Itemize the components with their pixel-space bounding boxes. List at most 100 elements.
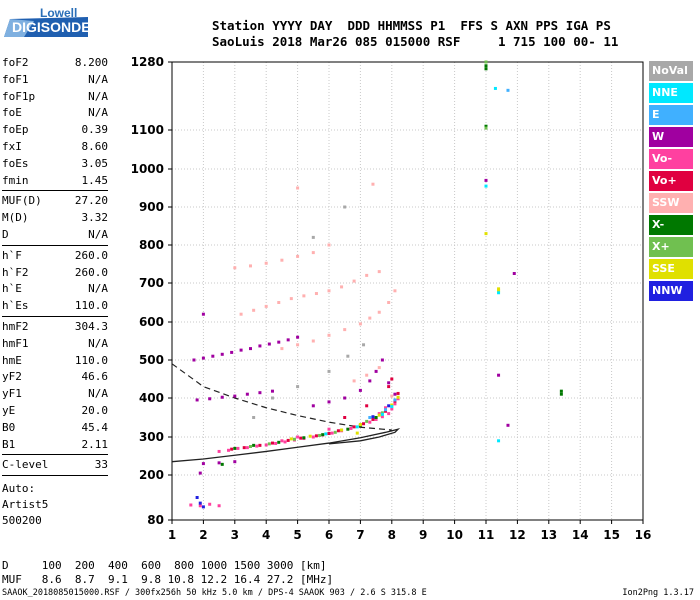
param-value: N/A xyxy=(88,227,108,241)
data-point xyxy=(374,417,378,421)
data-point xyxy=(374,416,378,419)
data-point xyxy=(327,400,331,404)
legend-item-x: X+ xyxy=(649,237,693,257)
param-value: 260.0 xyxy=(74,265,108,279)
data-point xyxy=(497,439,501,443)
data-point xyxy=(296,343,300,347)
y-tick-label: 400 xyxy=(139,391,164,405)
data-point xyxy=(277,440,281,444)
x-tick-label: 3 xyxy=(231,528,239,542)
x-tick-label: 14 xyxy=(572,528,589,542)
data-point xyxy=(390,377,394,381)
data-point xyxy=(358,423,362,427)
data-point xyxy=(377,412,381,416)
param-row: B1 2.11 xyxy=(2,437,108,454)
data-point xyxy=(249,445,252,448)
param-value: N/A xyxy=(88,387,108,401)
param-separator xyxy=(2,244,108,246)
logo-ribbon xyxy=(4,17,88,37)
legend-item-ssw: SSW xyxy=(649,193,693,213)
x-tick-label: 7 xyxy=(356,528,364,542)
data-point xyxy=(343,416,347,419)
data-point xyxy=(283,440,287,444)
file-info-line: SAAOK_2018085015000.RSF / 300fx256h 50 k… xyxy=(2,588,427,598)
param-row: foF2 8.200 xyxy=(2,55,108,72)
param-row: foE N/A xyxy=(2,105,108,122)
legend-item-vo: Vo+ xyxy=(649,171,693,191)
data-point xyxy=(352,279,356,283)
param-separator xyxy=(2,475,108,477)
param-row: foF1p N/A xyxy=(2,89,108,106)
legend-item-x: X- xyxy=(649,215,693,235)
y-tick-label: 800 xyxy=(139,238,164,252)
data-point xyxy=(195,496,199,499)
data-point xyxy=(352,379,356,383)
data-point xyxy=(327,333,331,337)
data-point xyxy=(387,301,391,304)
data-point xyxy=(296,435,300,439)
data-point xyxy=(371,415,375,419)
data-point xyxy=(267,442,271,446)
data-point xyxy=(264,443,268,447)
data-point xyxy=(493,86,497,90)
data-point xyxy=(330,431,334,435)
data-point xyxy=(311,251,315,255)
data-point xyxy=(484,124,488,128)
data-point xyxy=(258,391,262,395)
data-point xyxy=(239,312,243,316)
data-point xyxy=(343,328,347,332)
legend-item-nnw: NNW xyxy=(649,281,693,301)
data-point xyxy=(396,391,400,395)
data-point xyxy=(358,423,362,427)
data-point xyxy=(302,437,306,441)
data-point xyxy=(559,392,563,396)
param-value: N/A xyxy=(88,72,108,86)
param-row: yE 20.0 xyxy=(2,403,108,420)
data-point xyxy=(368,379,372,383)
color-legend: NoVal NNE E W Vo- Vo+ SSW X- X+ SSE NNW xyxy=(649,61,693,303)
data-point xyxy=(201,356,205,360)
data-point xyxy=(346,354,350,358)
data-point xyxy=(484,232,488,236)
param-value: 110.0 xyxy=(74,353,108,367)
data-point xyxy=(264,261,268,265)
data-point xyxy=(277,340,281,344)
data-point xyxy=(201,505,205,509)
y-tick-label: 1000 xyxy=(131,162,164,176)
data-point xyxy=(302,294,306,298)
header-columns: Station YYYY DAY DDD HHMMSS P1 FFS S AXN… xyxy=(212,18,611,33)
data-point xyxy=(296,186,300,190)
param-value: 260.0 xyxy=(74,248,108,262)
logo-digisonde-text: DIGISONDE xyxy=(12,19,91,35)
data-point xyxy=(371,182,375,186)
auto-code: 500200 xyxy=(2,514,42,527)
param-name: foEp xyxy=(2,123,29,137)
data-point xyxy=(396,395,400,399)
data-point xyxy=(267,342,271,346)
data-point xyxy=(355,431,359,435)
param-name: fxI xyxy=(2,139,22,153)
data-point xyxy=(390,403,394,407)
param-name: foF1p xyxy=(2,89,36,103)
data-point xyxy=(340,429,344,433)
param-row: h`F2 260.0 xyxy=(2,265,108,282)
data-point xyxy=(380,412,384,416)
legend-item-e: E xyxy=(649,105,693,125)
data-point xyxy=(327,369,331,373)
data-point xyxy=(198,504,202,508)
data-point xyxy=(233,266,237,270)
data-point xyxy=(280,258,284,262)
param-row: C-level 33 xyxy=(2,457,108,474)
data-point xyxy=(349,426,353,430)
param-value: 1.45 xyxy=(81,173,109,187)
data-point xyxy=(292,438,296,442)
data-point xyxy=(497,289,501,293)
data-point xyxy=(299,436,303,440)
data-point xyxy=(255,444,259,448)
param-row: yF1 N/A xyxy=(2,386,108,403)
data-point xyxy=(362,343,366,347)
param-name: h`F xyxy=(2,248,22,262)
data-point xyxy=(393,402,397,406)
data-point xyxy=(321,433,325,437)
param-row: fxI 8.60 xyxy=(2,139,108,156)
